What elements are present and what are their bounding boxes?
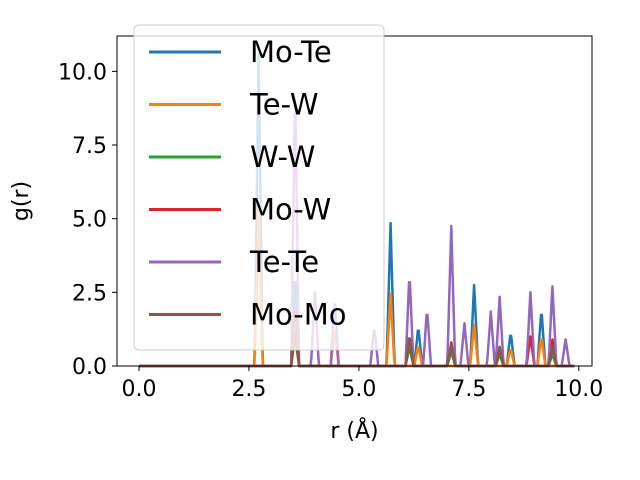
legend-label: W-W [250,140,315,174]
legend-box [133,24,385,351]
y-tick-label: 0.0 [72,355,107,380]
x-axis: 0.0 2.5 5.0 7.5 10.0 [121,366,603,402]
legend-label: Mo-Te [250,35,332,69]
y-tick-label: 7.5 [72,134,107,159]
y-tick-label: 2.5 [72,281,107,306]
y-axis-label: g(r) [9,181,34,221]
y-axis: 0.0 2.5 5.0 7.5 10.0 [58,60,117,380]
y-tick-label: 5.0 [72,208,107,233]
y-tick-label: 10.0 [58,60,107,85]
legend-label: Te-W [249,88,319,122]
legend-label: Mo-W [250,193,331,227]
x-tick-label: 2.5 [231,377,266,402]
x-axis-label: r (Å) [330,417,378,444]
legend: Mo-Te Te-W W-W Mo-W Te-Te Mo-Mo [133,24,385,351]
x-tick-label: 10.0 [554,377,603,402]
x-tick-label: 7.5 [451,377,486,402]
x-tick-label: 5.0 [341,377,376,402]
x-tick-label: 0.0 [121,377,156,402]
legend-label: Te-Te [249,245,319,279]
legend-label: Mo-Mo [250,298,347,332]
